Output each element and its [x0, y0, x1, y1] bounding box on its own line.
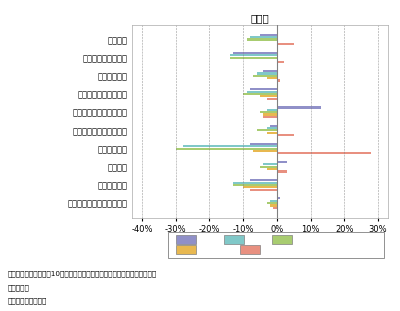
- Bar: [277, 61, 284, 63]
- Bar: [267, 202, 277, 204]
- Bar: [243, 93, 277, 95]
- Bar: [250, 143, 277, 145]
- Bar: [246, 91, 277, 93]
- Bar: [233, 52, 277, 54]
- Bar: [260, 34, 277, 36]
- Text: ４月: ４月: [296, 235, 306, 244]
- Bar: [277, 80, 280, 81]
- Bar: [260, 166, 277, 168]
- Bar: [253, 75, 277, 77]
- Bar: [270, 200, 277, 202]
- Bar: [267, 109, 277, 111]
- Bar: [246, 38, 277, 40]
- Bar: [267, 98, 277, 100]
- Text: ６月予測指数: ６月予測指数: [264, 245, 294, 254]
- Bar: [253, 150, 277, 152]
- Bar: [176, 147, 277, 150]
- Bar: [263, 163, 277, 165]
- Bar: [250, 36, 277, 38]
- Bar: [267, 132, 277, 134]
- Bar: [270, 204, 277, 207]
- Bar: [277, 106, 321, 109]
- Bar: [277, 43, 294, 45]
- Bar: [274, 207, 277, 209]
- Bar: [277, 152, 371, 154]
- Bar: [250, 179, 277, 181]
- Bar: [233, 184, 277, 186]
- Text: 備考：予測指数は５月10日締め切りの製造工業生産予測調査の結果に基づ: 備考：予測指数は５月10日締め切りの製造工業生産予測調査の結果に基づ: [8, 271, 157, 277]
- Bar: [277, 170, 287, 173]
- Bar: [277, 134, 294, 136]
- Title: 前月比: 前月比: [251, 13, 269, 23]
- Bar: [277, 197, 280, 199]
- Bar: [263, 114, 277, 116]
- Text: く。: く。: [8, 285, 30, 291]
- Text: ２月: ２月: [200, 235, 210, 244]
- Bar: [267, 168, 277, 170]
- Bar: [230, 54, 277, 56]
- Bar: [263, 70, 277, 72]
- Bar: [260, 111, 277, 113]
- Bar: [257, 72, 277, 75]
- Bar: [263, 116, 277, 118]
- Bar: [267, 127, 277, 129]
- Text: ５月予測指数: ５月予測指数: [200, 245, 230, 254]
- Bar: [270, 125, 277, 127]
- Bar: [243, 186, 277, 188]
- Bar: [250, 88, 277, 90]
- Bar: [182, 145, 277, 147]
- Bar: [250, 188, 277, 191]
- Bar: [230, 57, 277, 59]
- Bar: [233, 182, 277, 184]
- Bar: [260, 95, 277, 97]
- Bar: [257, 129, 277, 132]
- Bar: [267, 77, 277, 79]
- Bar: [277, 161, 287, 163]
- Text: ３月: ３月: [248, 235, 258, 244]
- Text: 資料：経済産業省。: 資料：経済産業省。: [8, 297, 47, 304]
